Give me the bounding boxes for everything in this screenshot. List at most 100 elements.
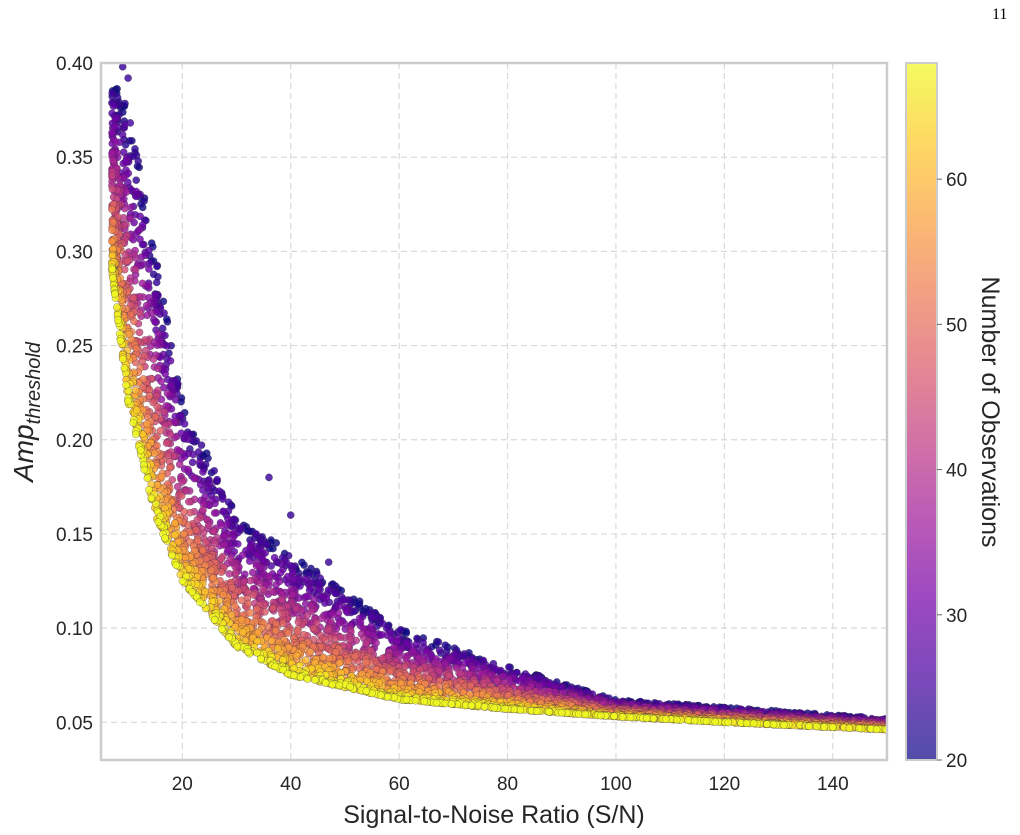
scatter-point: [344, 657, 353, 666]
scatter-point: [131, 145, 139, 153]
scatter-point: [237, 596, 246, 605]
scatter-point: [135, 225, 144, 234]
scatter-point: [268, 604, 277, 613]
scatter-point: [265, 473, 273, 482]
scatter-point: [108, 237, 116, 246]
scatter-point: [167, 381, 176, 390]
scatter-point: [340, 596, 349, 605]
scatter-point: [351, 652, 360, 661]
scatter-point: [145, 265, 153, 273]
scatter-point: [342, 607, 351, 615]
scatter-point: [409, 647, 417, 656]
scatter-point: [131, 386, 140, 395]
scatter-point: [259, 585, 267, 594]
scatter-point: [284, 629, 293, 637]
scatter-point: [301, 575, 310, 584]
scatter-point: [179, 530, 188, 538]
scatter-point: [362, 639, 371, 648]
scatter-point: [231, 602, 239, 611]
scatter-point: [356, 618, 365, 627]
scatter-point: [309, 624, 318, 633]
scatter-point: [231, 568, 240, 577]
scatter-point: [271, 627, 280, 635]
scatter-point: [213, 475, 222, 484]
scatter-point: [153, 262, 161, 271]
scatter-point: [368, 613, 376, 622]
scatter-point: [226, 555, 235, 563]
scatter-point: [248, 568, 257, 577]
scatter-point: [287, 562, 295, 570]
scatter-point: [493, 676, 501, 685]
scatter-point: [491, 665, 500, 673]
scatter-point: [118, 130, 127, 139]
scatter-point: [252, 561, 261, 570]
scatter-point: [204, 521, 213, 529]
scatter-point: [132, 344, 141, 353]
scatter-point: [265, 572, 273, 581]
scatter-point: [207, 566, 216, 575]
scatter-point: [262, 540, 271, 549]
scatter-point: [108, 185, 117, 194]
scatter-point: [153, 364, 162, 373]
scatter-point: [108, 226, 116, 235]
scatter-point: [302, 656, 310, 664]
scatter-point: [163, 389, 172, 398]
scatter-point: [246, 576, 255, 585]
scatter-point: [324, 558, 333, 567]
scatter-point: [286, 511, 295, 519]
scatter-point: [188, 458, 197, 467]
scatter-point: [109, 102, 118, 111]
scatter-point: [108, 149, 116, 158]
scatter-point: [132, 176, 141, 185]
scatter-point: [302, 592, 311, 601]
scatter-point: [161, 421, 169, 430]
scatter-point: [845, 724, 854, 732]
scatter-point: [108, 128, 116, 137]
scatter-point: [324, 586, 333, 594]
scatter-point: [140, 197, 148, 205]
scatter-point: [292, 651, 301, 660]
scatter-point: [111, 114, 120, 123]
scatter-point: [273, 644, 282, 653]
scatter-point: [328, 610, 337, 619]
scatter-point: [166, 356, 175, 365]
scatter-point: [220, 541, 228, 549]
scatter-point: [246, 608, 254, 617]
scatter-point: [277, 560, 286, 568]
scatter-point: [210, 466, 219, 475]
scatter-point: [219, 507, 228, 516]
scatter-point: [335, 602, 344, 610]
scatter-point: [319, 653, 328, 662]
scatter-point: [143, 420, 152, 428]
scatter-point: [209, 573, 218, 582]
scatter-point: [121, 99, 129, 108]
scatter-point: [138, 279, 147, 288]
scatter-point: [283, 572, 292, 581]
scatter-point: [346, 635, 355, 644]
scatter-point: [204, 483, 212, 492]
scatter-point: [434, 638, 443, 646]
scatter-point: [198, 546, 207, 555]
scatter-point: [505, 663, 513, 671]
scatter-point: [145, 392, 154, 400]
scatter-point: [199, 506, 207, 514]
scatter-point: [306, 647, 315, 656]
scatter-point: [184, 497, 193, 506]
scatter-point: [224, 546, 233, 554]
scatter-point: [272, 581, 280, 589]
scatter-point: [111, 138, 120, 147]
scatter-point: [267, 637, 276, 645]
scatter-point: [121, 158, 130, 166]
scatter-point: [378, 654, 387, 663]
scatter-point: [237, 615, 246, 624]
scatter-point: [149, 270, 158, 279]
scatter-point: [253, 550, 261, 559]
scatter-point: [361, 658, 370, 667]
scatter-point: [252, 605, 261, 614]
scatter-point: [118, 63, 127, 71]
scatter-point: [196, 480, 205, 489]
scatter-point: [166, 430, 175, 439]
scatter-point: [300, 561, 308, 569]
scatter-point: [215, 487, 224, 496]
